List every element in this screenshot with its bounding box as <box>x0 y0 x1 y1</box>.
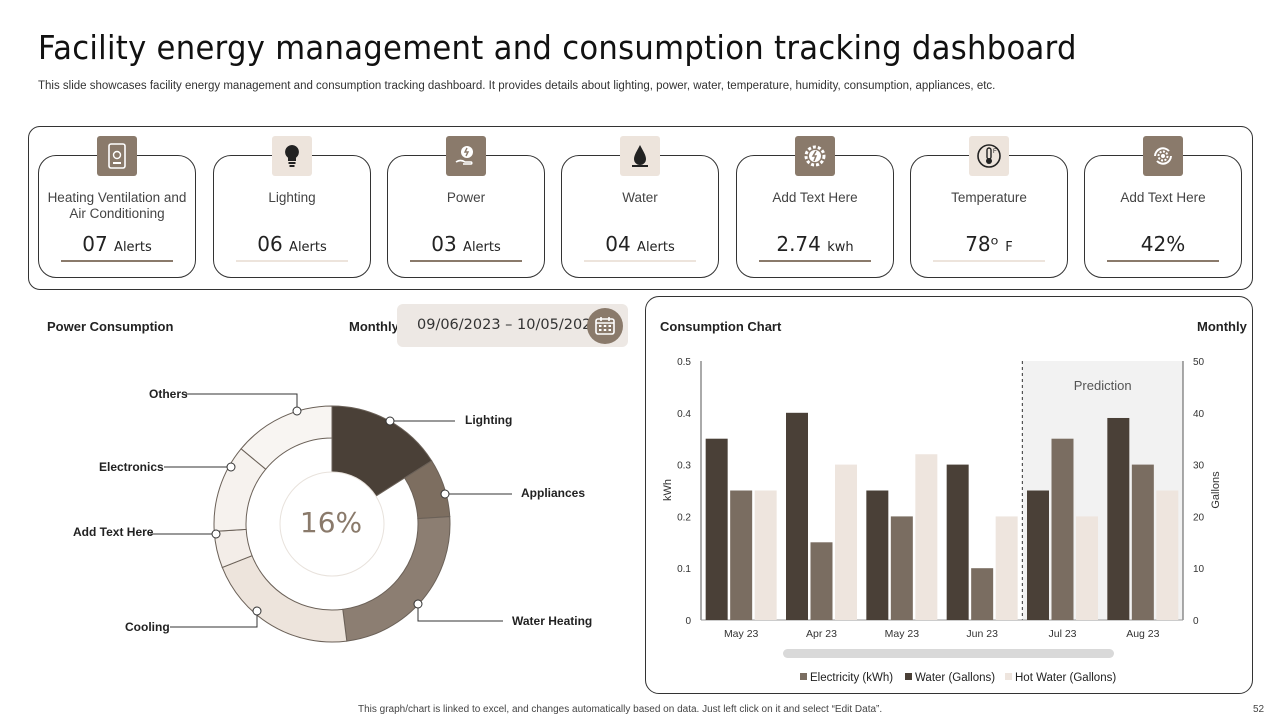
kpi-card[interactable]: Temperature 78ᵒ F <box>910 155 1068 278</box>
svg-text:F: F <box>993 149 997 155</box>
kpi-unit: Alerts <box>114 240 152 255</box>
kpi-card[interactable]: Water 04 Alerts <box>561 155 719 278</box>
power-hand-icon <box>446 136 486 176</box>
power-consumption-period[interactable]: Monthly <box>349 319 399 334</box>
donut-center-value: 16% <box>299 506 363 539</box>
kpi-unit: Alerts <box>637 240 675 255</box>
footer-note: This graph/chart is linked to excel, and… <box>358 704 883 715</box>
donut-leader-dot <box>226 462 236 472</box>
kpi-value: 03 <box>431 232 457 256</box>
consumption-chart-title: Consumption Chart <box>660 319 782 334</box>
kpi-value: 42% <box>1140 232 1186 256</box>
donut-label: Others <box>149 387 188 401</box>
donut-slice-cooling <box>221 555 348 643</box>
kpi-value-group: 06 Alerts <box>214 232 370 256</box>
kpi-underline <box>236 260 348 262</box>
kpi-unit: kwh <box>827 240 854 255</box>
kpi-value: 2.74 <box>776 232 821 256</box>
consumption-chart-panel <box>645 296 1253 694</box>
donut-leader-dot <box>252 606 262 616</box>
donut-label: Cooling <box>125 620 170 634</box>
kpi-underline <box>61 260 173 262</box>
page-subtitle: This slide showcases facility energy man… <box>38 80 996 92</box>
kpi-value-group: 78ᵒ F <box>911 232 1067 256</box>
kpi-label: Water <box>622 190 658 205</box>
kpi-card[interactable]: Add Text Here 42% <box>1084 155 1242 278</box>
water-drop-icon <box>620 136 660 176</box>
thermometer-icon: F <box>969 136 1009 176</box>
kpi-label: Temperature <box>951 190 1027 205</box>
donut-label: Add Text Here <box>73 525 154 539</box>
energy-gear-icon <box>795 136 835 176</box>
kpi-label: Power <box>446 190 486 205</box>
kpi-underline <box>410 260 522 262</box>
consumption-chart-period[interactable]: Monthly <box>1197 319 1247 334</box>
kpi-card[interactable]: Add Text Here 2.74 kwh <box>736 155 894 278</box>
kpi-label: Add Text Here <box>772 190 858 205</box>
kpi-underline <box>933 260 1045 262</box>
donut-leader-line <box>170 611 258 628</box>
date-range-picker[interactable]: 09/06/2023 – 10/05/2023 <box>397 304 628 347</box>
kpi-value-group: 07 Alerts <box>39 232 195 256</box>
kpi-value: 07 <box>82 232 108 256</box>
donut-slice-others <box>240 405 333 470</box>
donut-leader-dot <box>440 489 450 499</box>
donut-leader-dot <box>413 599 423 609</box>
donut-label: Lighting <box>465 413 513 427</box>
kpi-underline <box>759 260 871 262</box>
donut-label: Water Heating <box>512 614 593 628</box>
donut-leader-dot <box>211 529 221 539</box>
kpi-underline <box>1107 260 1219 262</box>
kpi-value: 78ᵒ <box>965 232 999 256</box>
page-number: 52 <box>1253 704 1265 715</box>
kpi-label: Heating Ventilation and Air Conditioning <box>47 190 187 221</box>
donut-label: Electronics <box>99 460 164 474</box>
kpi-value: 06 <box>257 232 283 256</box>
hvac-icon <box>97 136 137 176</box>
calendar-icon[interactable] <box>587 308 623 344</box>
kpi-value-group: 2.74 kwh <box>737 232 893 256</box>
kpi-unit: Alerts <box>289 240 327 255</box>
donut-slice-electronics <box>213 448 267 532</box>
kpi-value-group: 03 Alerts <box>388 232 544 256</box>
kpi-panel <box>28 126 1253 290</box>
page-title: Facility energy management and consumpti… <box>38 28 1077 67</box>
power-consumption-title: Power Consumption <box>47 319 174 334</box>
donut-leader-line <box>417 604 503 622</box>
kpi-label: Lighting <box>268 190 316 205</box>
donut-leader-dot <box>385 416 395 426</box>
donut-leader-line <box>186 393 298 411</box>
kpi-underline <box>584 260 696 262</box>
kpi-value: 04 <box>605 232 631 256</box>
kpi-unit: F <box>1005 240 1013 255</box>
donut-slice-appliances <box>403 460 451 520</box>
kpi-value-group: 04 Alerts <box>562 232 718 256</box>
kpi-unit: Alerts <box>463 240 501 255</box>
kpi-label: Add Text Here <box>1120 190 1206 205</box>
kpi-value-group: 42% <box>1085 232 1241 256</box>
date-range-text: 09/06/2023 – 10/05/2023 <box>417 317 601 333</box>
lightbulb-icon <box>272 136 312 176</box>
donut-slice-add-text-here <box>213 528 253 569</box>
donut-label: Appliances <box>521 486 586 500</box>
settings-cycle-icon <box>1143 136 1183 176</box>
donut-leader-dot <box>292 406 302 416</box>
